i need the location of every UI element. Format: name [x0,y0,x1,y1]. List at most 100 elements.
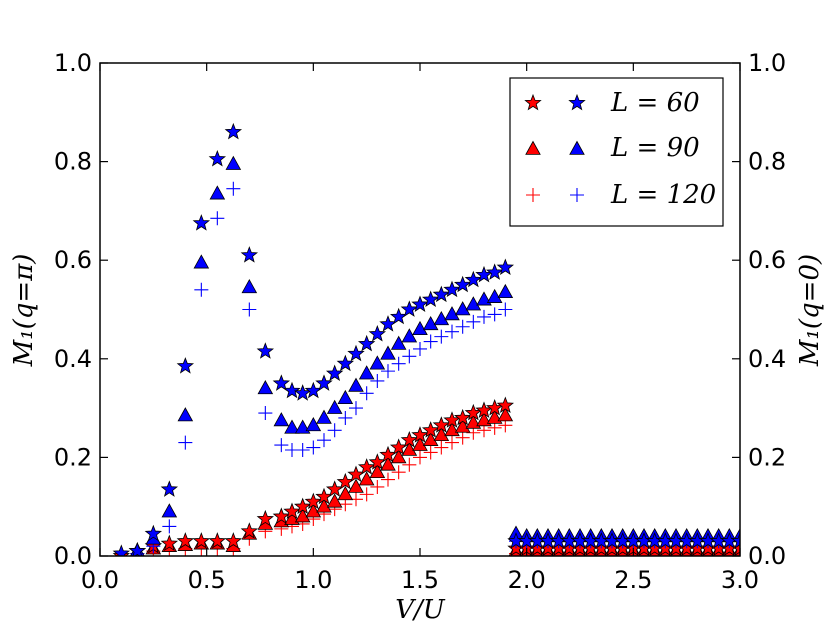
data-point-triangle [273,412,290,427]
data-point-star [411,426,429,443]
data-point-triangle [257,380,274,395]
data-point-star [347,465,365,483]
data-point-triangle [401,328,418,343]
data-point-triangle [454,301,471,316]
legend-label-l90: L = 90 [610,133,700,163]
y-tick-label-left: 0.0 [54,542,92,570]
data-point-plus [402,349,417,364]
data-point-triangle [369,355,386,370]
data-point-plus [370,479,385,494]
data-point-star [400,431,419,448]
y-tick-label-right: 0.4 [748,345,786,373]
data-point-plus [274,438,289,453]
data-point-plus [242,302,257,317]
data-point-triangle [316,498,332,513]
data-point-plus [487,307,502,322]
data-point-star [432,285,451,303]
data-point-triangle [497,283,514,299]
data-point-plus [381,364,395,379]
data-point-plus [194,282,209,297]
data-point-triangle [337,389,354,405]
data-point-star [347,344,365,362]
data-point-plus [434,329,449,344]
x-tick-label: 0.0 [81,566,119,594]
y-tick-label-right: 0.2 [748,443,786,471]
data-point-star [453,408,472,426]
data-point-star [731,539,740,556]
data-point-star [112,544,131,556]
legend-marker-star-blue [568,93,586,111]
data-point-plus [370,373,385,388]
data-point-plus [327,423,342,438]
data-point-triangle [284,419,300,434]
data-point-star [485,263,504,280]
data-point-star [389,438,408,455]
data-point-plus [445,435,459,450]
data-point-star [336,354,355,372]
data-point-star [357,458,376,475]
data-point-triangle [193,254,210,269]
x-tick-label: 1.0 [294,566,332,594]
data-point-plus [210,211,225,226]
data-point-star [160,534,179,552]
y-tick-label-left: 0.6 [54,246,92,274]
y-tick-label-left: 0.2 [54,443,92,471]
data-point-star [240,522,259,539]
data-point-plus [295,443,310,458]
legend-marker-plus-red [526,188,540,202]
data-point-star [128,541,147,556]
data-point-star [283,381,301,399]
data-point-triangle [294,508,311,523]
data-point-triangle [486,288,503,303]
data-point-triangle [316,409,332,424]
data-point-triangle [444,306,460,321]
data-point-star [336,472,355,490]
data-point-triangle [433,426,450,442]
data-point-star [256,509,275,527]
data-point-triangle [390,449,407,464]
y-axis-label-right: M₁(q=0) [795,254,825,367]
data-point-triangle [422,431,439,446]
x-tick-label: 1.5 [401,566,439,594]
data-point-star [144,524,163,542]
data-point-plus [381,472,395,487]
data-point-plus [258,406,273,421]
data-point-star [176,532,195,549]
data-point-triangle [209,185,226,200]
data-point-plus [413,341,427,356]
data-point-star [379,315,397,332]
data-point-star [315,487,333,505]
data-point-star [421,421,440,438]
y-tick-label-left: 0.8 [54,148,92,176]
data-point-star [272,374,291,391]
x-axis-label: V/U [395,595,446,625]
legend-label-l60: L = 60 [610,88,700,118]
data-point-triangle [465,296,482,311]
data-point-plus [338,410,353,425]
legend-marker-plus-blue [570,188,584,202]
data-point-star [357,334,376,352]
data-point-plus [413,450,427,465]
data-point-plus [306,440,321,455]
data-point-triangle [305,503,322,518]
legend-label-l120: L = 120 [610,180,716,210]
y-tick-label-right: 0.8 [748,148,786,176]
data-point-star [496,396,515,414]
data-point-plus [402,457,417,472]
x-tick-label: 2.5 [614,566,652,594]
y-tick-label-right: 0.6 [748,246,786,274]
data-point-star [453,275,472,293]
y-axis-label-left: M₁(q=π) [9,254,39,368]
data-point-triangle [497,407,514,422]
series-5 [112,122,740,556]
data-point-star [496,258,515,275]
legend-marker-triangle-red [525,140,541,155]
data-point-star [304,492,323,510]
data-point-star [464,270,483,288]
data-point-triangle [326,399,343,414]
y-tick-label-left: 1.0 [54,49,92,77]
data-point-star [283,502,301,520]
y-tick-label-right: 0.0 [748,542,786,570]
data-point-plus [477,309,491,324]
